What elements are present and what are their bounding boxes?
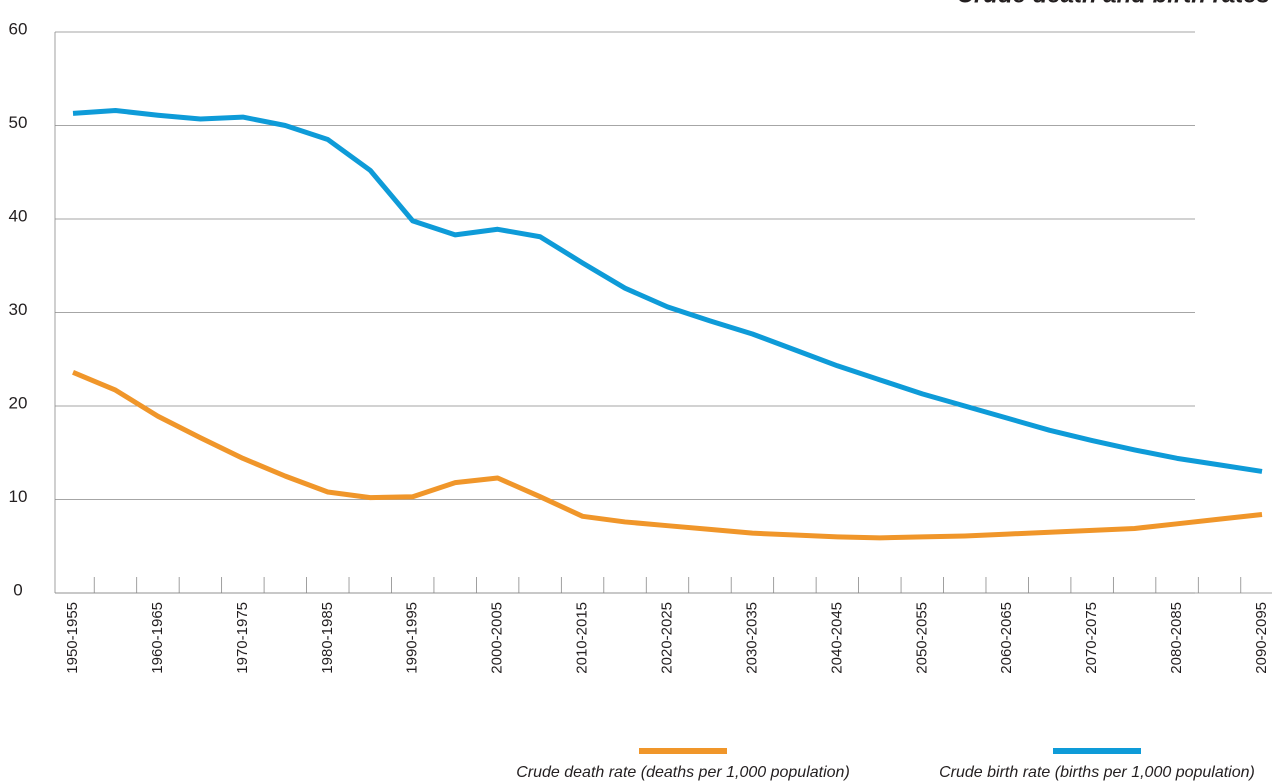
x-tick-label: 2040-2045 [828,602,845,674]
y-tick-label: 30 [9,300,28,319]
x-tick-label: 2020-2025 [658,602,675,674]
line [72,370,1263,541]
x-tick-label: 2010-2015 [574,602,591,674]
x-tick-label: 1990-1995 [404,602,421,674]
legend-label: Crude death rate (deaths per 1,000 popul… [516,764,850,781]
x-tick-label: 2050-2055 [913,602,930,674]
y-tick-label: 20 [9,393,28,412]
x-tick-label: 2080-2085 [1168,602,1185,674]
x-tick-label: 2070-2075 [1083,602,1100,674]
x-tick-label: 1970-1975 [234,602,251,674]
x-tick-label: 1950-1955 [64,602,81,674]
y-tick-label: 40 [9,206,28,225]
y-tick-label: 0 [13,580,22,599]
x-tick-label: 1960-1965 [149,602,166,674]
x-tick-label: 2060-2065 [998,602,1015,674]
x-tick-label: 2000-2005 [489,602,506,674]
x-tick-label: 2090-2095 [1253,602,1270,674]
line [72,108,1263,474]
chart-title: Crude death and birth rates [957,0,1270,8]
legend-label: Crude birth rate (births per 1,000 popul… [939,764,1255,781]
y-tick-label: 50 [9,113,28,132]
x-tick-label: 2030-2035 [743,602,760,674]
x-tick-label: 1980-1985 [319,602,336,674]
y-tick-label: 10 [9,487,28,506]
y-tick-label: 60 [9,19,28,38]
